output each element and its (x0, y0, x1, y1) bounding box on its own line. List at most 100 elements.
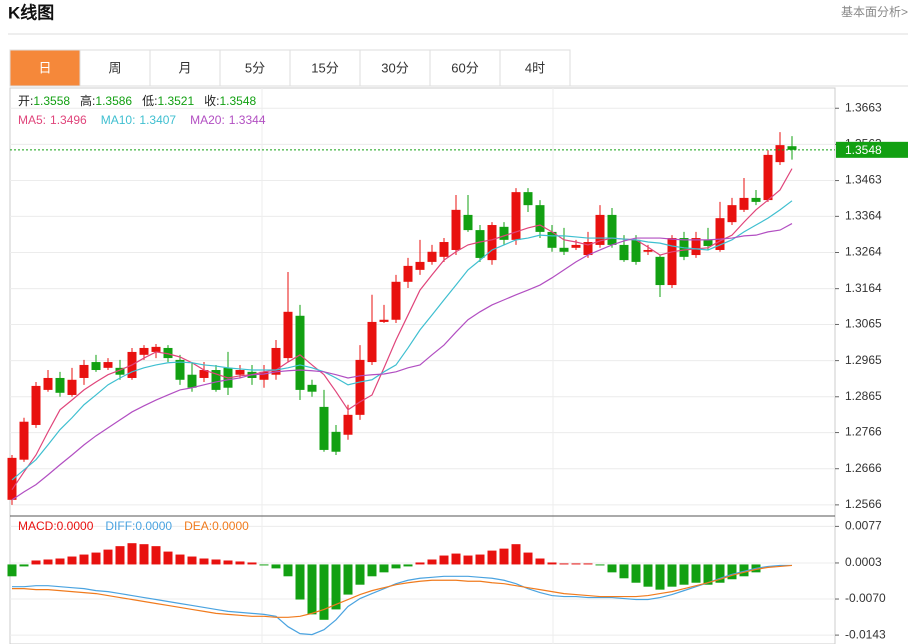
macd-legend-value: 0.0000 (57, 519, 94, 533)
tab[interactable]: 月 (149, 49, 221, 87)
tab-label[interactable]: 日 (38, 60, 51, 75)
candle-body (691, 238, 701, 256)
tab[interactable]: 周 (79, 49, 151, 87)
macd-bar (607, 564, 617, 573)
candle-body (427, 251, 437, 262)
plot-frame (9, 87, 836, 644)
macd-bar (271, 564, 281, 569)
tab-label[interactable]: 15分 (311, 60, 338, 75)
ma-legend-name: MA10: (101, 113, 136, 127)
macd-bar (679, 564, 689, 585)
macd-bar (391, 564, 401, 569)
tab-box[interactable] (219, 49, 291, 87)
candle-body (43, 377, 53, 390)
y-tick-label: 0.0003 (845, 555, 882, 569)
macd-bar (223, 560, 233, 565)
macd-bar (703, 564, 713, 585)
macd-bar (67, 556, 77, 565)
macd-bar (187, 556, 197, 565)
candle-body (439, 242, 449, 257)
tab-label[interactable]: 5分 (245, 60, 265, 75)
y-tick-label: 1.3463 (845, 173, 882, 187)
candle-body (703, 239, 713, 247)
candle-body (343, 414, 353, 435)
macd-bar (55, 558, 65, 565)
tab-label[interactable]: 30分 (381, 60, 408, 75)
candle-body (259, 371, 269, 380)
ohlc-value: 1.3521 (157, 94, 194, 108)
candle-body (667, 238, 677, 286)
tab[interactable]: 30分 (359, 49, 431, 87)
candle-body (775, 145, 785, 163)
macd-bar (127, 543, 137, 565)
tab-box[interactable] (9, 49, 81, 87)
macd-bar (43, 559, 53, 565)
macd-bar (523, 552, 533, 565)
page-title: K线图 (8, 2, 54, 22)
candle-body (307, 384, 317, 392)
macd-bar (499, 548, 509, 565)
macd-bar (691, 564, 701, 583)
y-tick-label: 1.2865 (845, 389, 882, 403)
candle-body (199, 370, 209, 378)
candle-body (151, 346, 161, 352)
fundamental-link[interactable]: 基本面分析> (841, 5, 908, 19)
tab-box[interactable] (499, 49, 571, 87)
macd-bar (247, 562, 257, 565)
tab[interactable]: 15分 (289, 49, 361, 87)
ohlc-value: 1.3586 (95, 94, 132, 108)
macd-bar (715, 564, 725, 583)
ohlc-value: 1.3548 (219, 94, 256, 108)
macd-bar (355, 564, 365, 585)
candle-body (607, 214, 617, 245)
macd-line (12, 564, 792, 636)
candle-body (559, 247, 569, 252)
tab-box[interactable] (359, 49, 431, 87)
macd-bar (139, 544, 149, 565)
candle-body (643, 249, 653, 252)
candle-body (271, 347, 281, 375)
y-tick-label: 1.3164 (845, 281, 882, 295)
candle-body (523, 192, 533, 206)
tab-label[interactable]: 60分 (451, 60, 478, 75)
macd-bar (739, 564, 749, 577)
macd-bar (19, 564, 29, 567)
tab[interactable]: 日 (9, 49, 81, 87)
candle-body (163, 347, 173, 359)
macd-bar (103, 549, 113, 565)
candle-body (115, 367, 125, 375)
macd-bar (163, 551, 173, 565)
tab-label[interactable]: 4时 (525, 60, 545, 75)
macd-bar (403, 564, 413, 567)
candle-body (547, 231, 557, 248)
candle-body (139, 347, 149, 355)
candle-body (463, 214, 473, 231)
candle-body (619, 244, 629, 261)
candle-body (787, 146, 797, 150)
tab-label[interactable]: 周 (108, 60, 121, 75)
candle-body (19, 421, 29, 460)
ma-legend-name: MA5: (18, 113, 46, 127)
macd-line (12, 564, 793, 618)
macd-bar (295, 564, 305, 600)
macd-bar (235, 561, 245, 565)
candle-body (187, 374, 197, 388)
tab[interactable]: 60分 (429, 49, 501, 87)
candle-body (355, 359, 365, 415)
ohlc-label: 高: (80, 93, 95, 108)
tab[interactable]: 5分 (219, 49, 291, 87)
candle-body (631, 239, 641, 262)
candle-body (511, 192, 521, 240)
macd-bar (7, 564, 17, 577)
macd-bar (115, 546, 125, 565)
candle-body (379, 319, 389, 322)
macd-bar (79, 554, 89, 565)
tab-box[interactable] (149, 49, 221, 87)
tab-label[interactable]: 月 (178, 60, 191, 75)
y-tick-label: 1.2566 (845, 497, 882, 511)
macd-bar (343, 564, 353, 595)
tab-box[interactable] (79, 49, 151, 87)
tab[interactable]: 4时 (499, 49, 571, 87)
macd-legend-value: 0.0000 (212, 519, 249, 533)
